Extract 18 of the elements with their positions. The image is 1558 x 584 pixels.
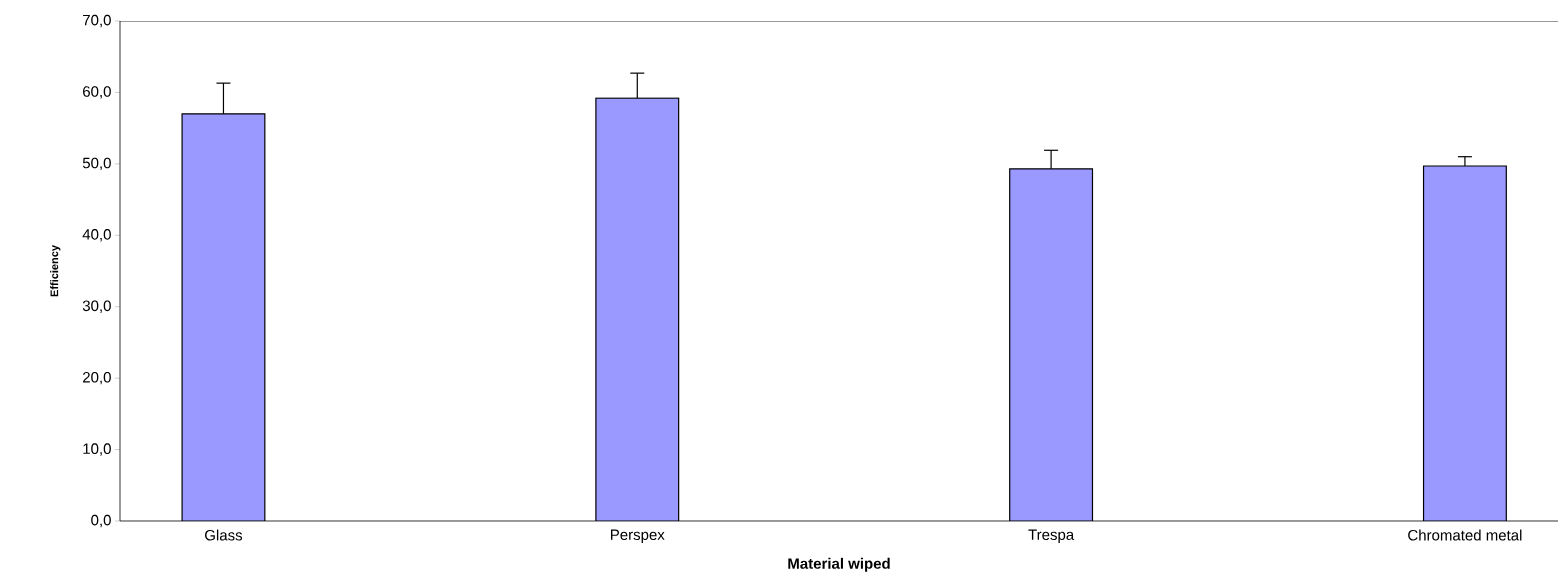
y-tick-label: 10,0 [83, 443, 111, 456]
y-tick-label: 60,0 [83, 86, 111, 99]
bar [1009, 168, 1093, 521]
bar [1422, 165, 1507, 521]
x-tick-label: Trespa [1028, 529, 1075, 543]
x-tick-label: Perspex [610, 529, 665, 543]
y-tick-label: 50,0 [82, 157, 111, 171]
y-tick-label: 0,0 [91, 514, 111, 528]
bar [182, 113, 265, 521]
y-tick-label: 40,0 [82, 229, 111, 242]
y-tick-label: 20,0 [83, 371, 111, 385]
x-tick-label: Chromated metal [1408, 529, 1522, 541]
y-axis-title: Efficiency [50, 245, 61, 297]
y-tick-label: 70,0 [83, 14, 111, 28]
bar [595, 98, 679, 521]
x-axis-title: Material wiped [788, 557, 890, 572]
y-tick-label: 30,0 [82, 300, 111, 313]
x-tick-label: Glass [205, 529, 243, 541]
